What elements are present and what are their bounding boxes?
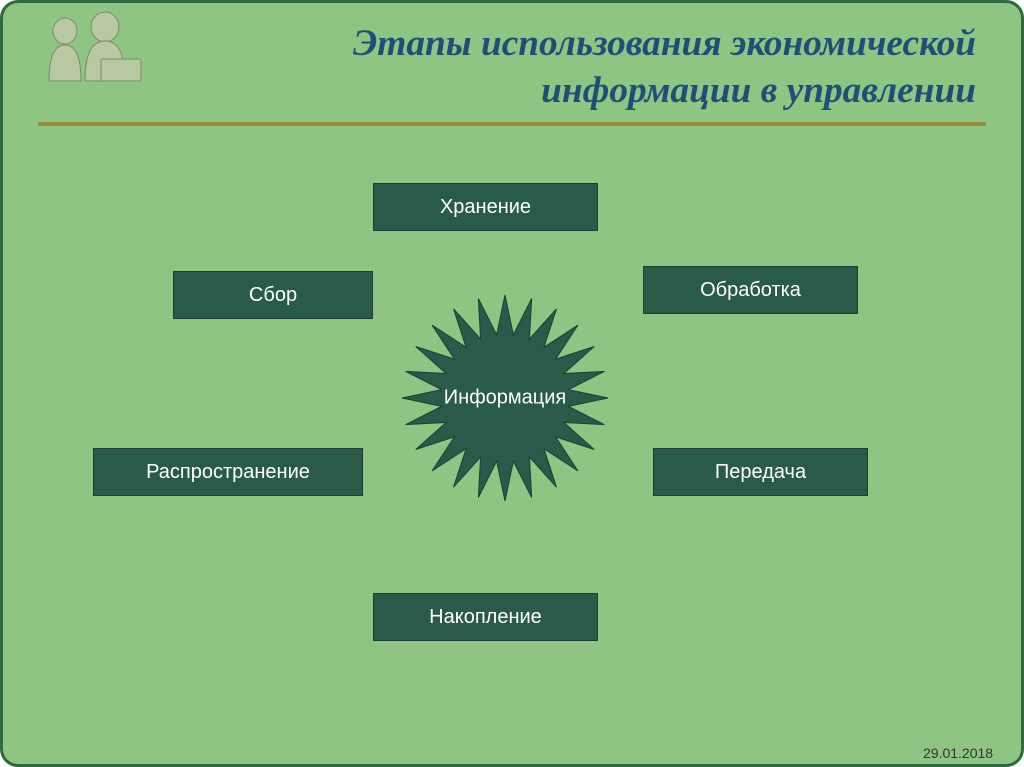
title-line-2: информации в управлении	[541, 70, 976, 111]
slide-header: Этапы использования экономической информ…	[38, 21, 986, 126]
date-stamp: 29.01.2018	[923, 745, 993, 761]
box-accumulation: Накопление	[373, 593, 598, 641]
center-starburst: Информация	[400, 293, 610, 503]
box-transfer: Передача	[653, 448, 868, 496]
box-storage: Хранение	[373, 183, 598, 231]
box-distribution: Распространение	[93, 448, 363, 496]
slide-title: Этапы использования экономической информ…	[38, 21, 986, 114]
slide-frame: Этапы использования экономической информ…	[0, 0, 1024, 767]
title-line-1: Этапы использования экономической	[353, 23, 976, 64]
box-collection: Сбор	[173, 271, 373, 319]
title-underline	[38, 122, 986, 126]
center-label: Информация	[444, 387, 566, 410]
box-processing: Обработка	[643, 266, 858, 314]
